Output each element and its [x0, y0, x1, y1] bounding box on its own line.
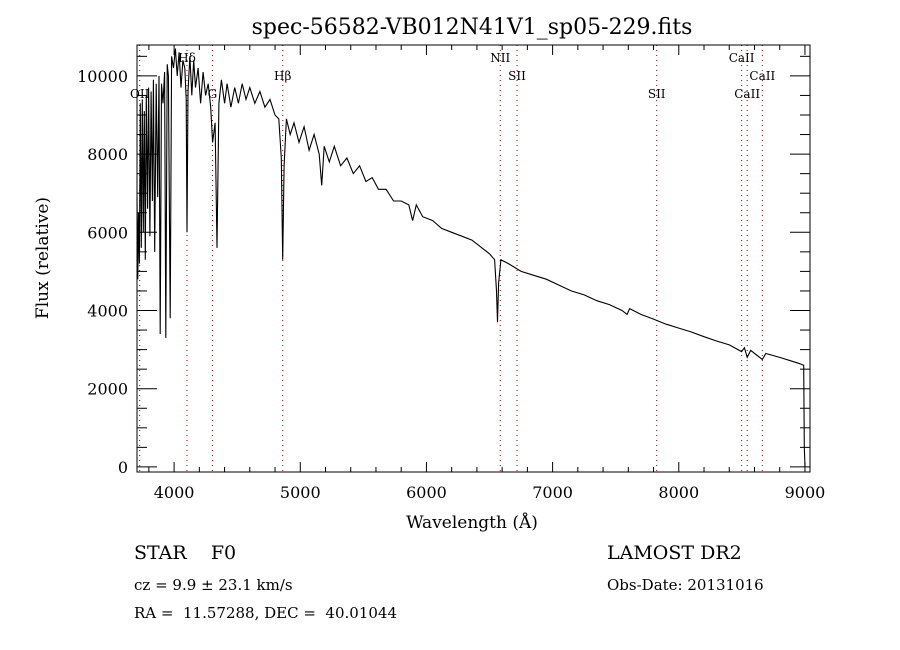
spectral-line-label: CaII: [749, 69, 775, 83]
y-tick-label: 4000: [87, 302, 128, 321]
x-tick-label: 6000: [406, 483, 447, 502]
observation-date: Obs-Date: 20131016: [607, 576, 764, 594]
y-tick-label: 6000: [87, 223, 128, 242]
chart-title: spec-56582-VB012N41V1_sp05-229.fits: [252, 15, 693, 40]
y-axis-label: Flux (relative): [33, 197, 53, 319]
spectral-line-label: OII: [130, 87, 150, 101]
y-tick-label: 2000: [87, 380, 128, 399]
spectral-line-label: SII: [508, 69, 526, 83]
spectral-line-label: CaII: [734, 87, 760, 101]
plot-frame: [136, 44, 811, 473]
x-tick-label: 7000: [532, 483, 573, 502]
survey-name: LAMOST DR2: [607, 542, 742, 564]
x-tick-label: 8000: [658, 483, 699, 502]
redshift-velocity: cz = 9.9 ± 23.1 km/s: [134, 576, 293, 594]
y-tick-label: 8000: [87, 145, 128, 164]
x-tick-label: 5000: [280, 483, 321, 502]
y-tick-label: 10000: [77, 67, 128, 86]
spectral-line-label: G: [208, 87, 218, 101]
x-axis-label: Wavelength (Å): [406, 512, 538, 533]
spectral-line-label: NII: [490, 51, 510, 65]
spectral-line-label: CaII: [729, 51, 755, 65]
y-tick-label: 0: [118, 458, 128, 477]
spectral-line-label: Hβ: [274, 69, 291, 83]
coordinates: RA = 11.57288, DEC = 40.01044: [134, 604, 398, 622]
x-tick-label: 9000: [785, 483, 826, 502]
object-class: STAR F0: [134, 542, 237, 564]
spectrum-line: [136, 48, 806, 467]
x-tick-label: 4000: [154, 483, 195, 502]
spectral-line-label: SII: [648, 87, 666, 101]
